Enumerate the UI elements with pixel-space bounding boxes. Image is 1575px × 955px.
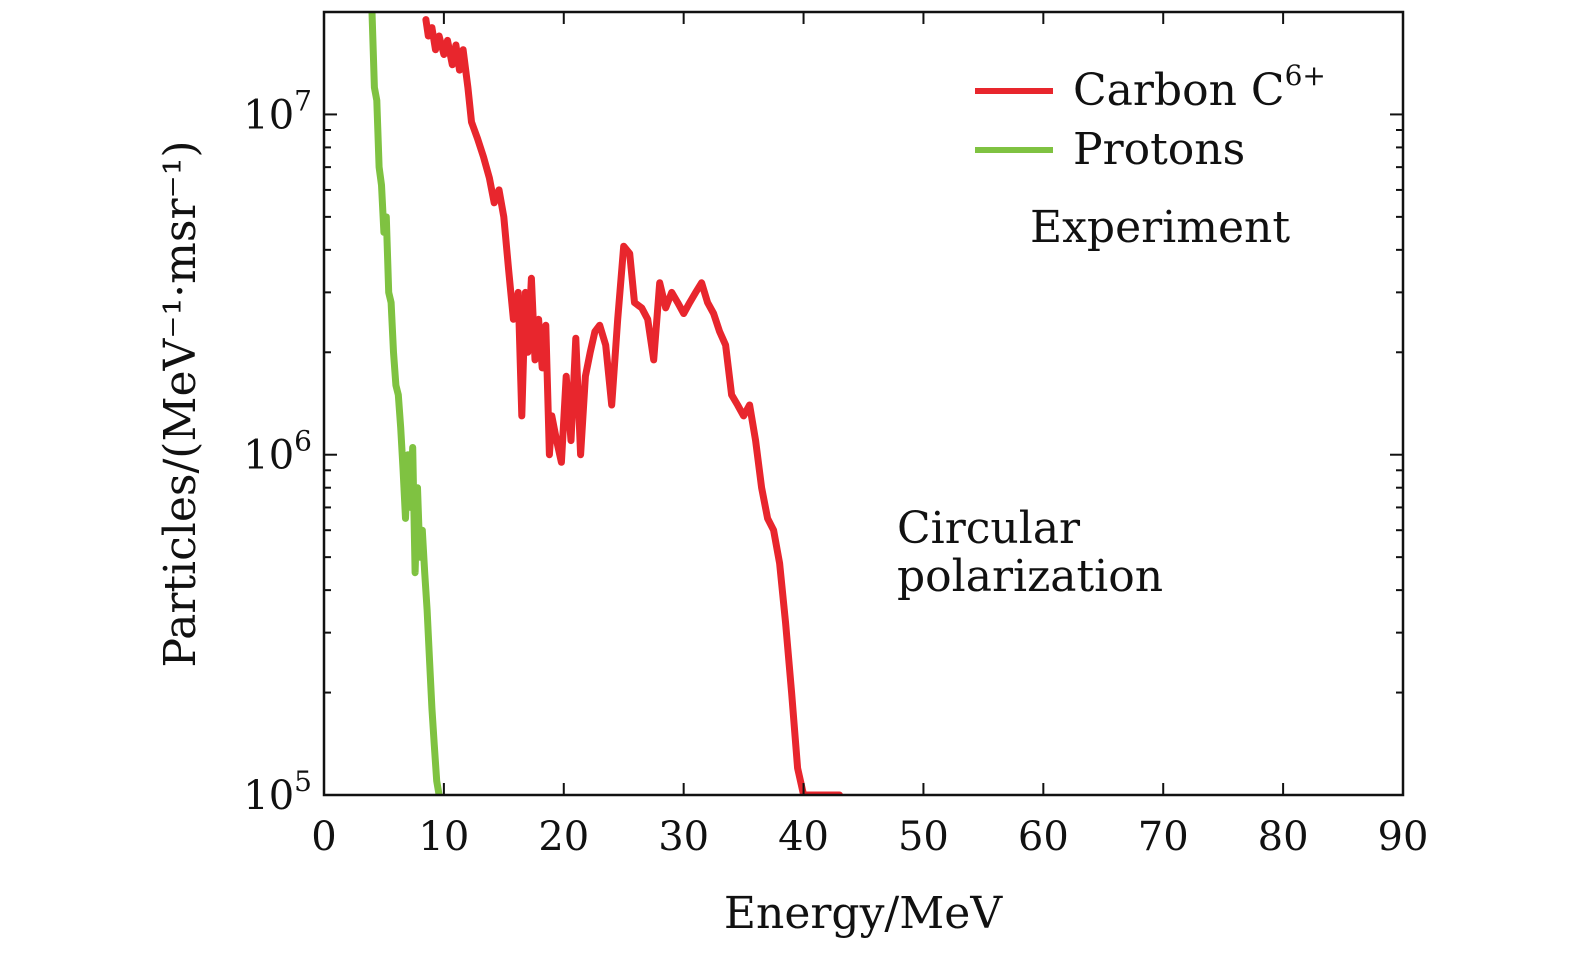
plot-frame [322, 10, 1405, 797]
y-axis-label: Particles/(MeV⁻¹·msr⁻¹) [155, 140, 206, 667]
legend: Carbon C6+ Protons [975, 59, 1326, 175]
x-tick-label: 0 [311, 814, 336, 860]
y-tick-label: 105 [243, 765, 312, 819]
series-layer [368, 12, 843, 795]
y-tick-label: 106 [243, 425, 312, 479]
x-axis-ticks: 0 10 20 30 40 50 60 70 80 90 [311, 12, 1428, 860]
legend-label-carbon-sup: 6+ [1285, 59, 1326, 92]
legend-label-carbon-base: Carbon C [1073, 65, 1285, 116]
annotation-experiment: Experiment [1030, 202, 1290, 253]
series-line-carbon [422, 16, 843, 795]
annotation-circular: Circular [897, 503, 1081, 554]
y-axis-ticks: 105 106 107 [243, 11, 1403, 819]
x-axis-label: Energy/MeV [724, 888, 1003, 939]
x-tick-label: 80 [1258, 814, 1309, 860]
legend-label-carbon: Carbon C6+ [1073, 59, 1326, 116]
x-tick-label: 70 [1138, 814, 1189, 860]
x-tick-label: 60 [1018, 814, 1069, 860]
x-tick-label: 40 [778, 814, 829, 860]
legend-label-protons: Protons [1073, 124, 1245, 175]
x-tick-label: 20 [538, 814, 589, 860]
annotation-polarization: polarization [897, 551, 1163, 602]
x-tick-label: 30 [658, 814, 709, 860]
x-tick-label: 50 [898, 814, 949, 860]
series-line-protons [368, 12, 443, 795]
x-tick-label: 10 [418, 814, 469, 860]
x-tick-label: 90 [1378, 814, 1429, 860]
y-tick-label: 107 [243, 84, 312, 138]
